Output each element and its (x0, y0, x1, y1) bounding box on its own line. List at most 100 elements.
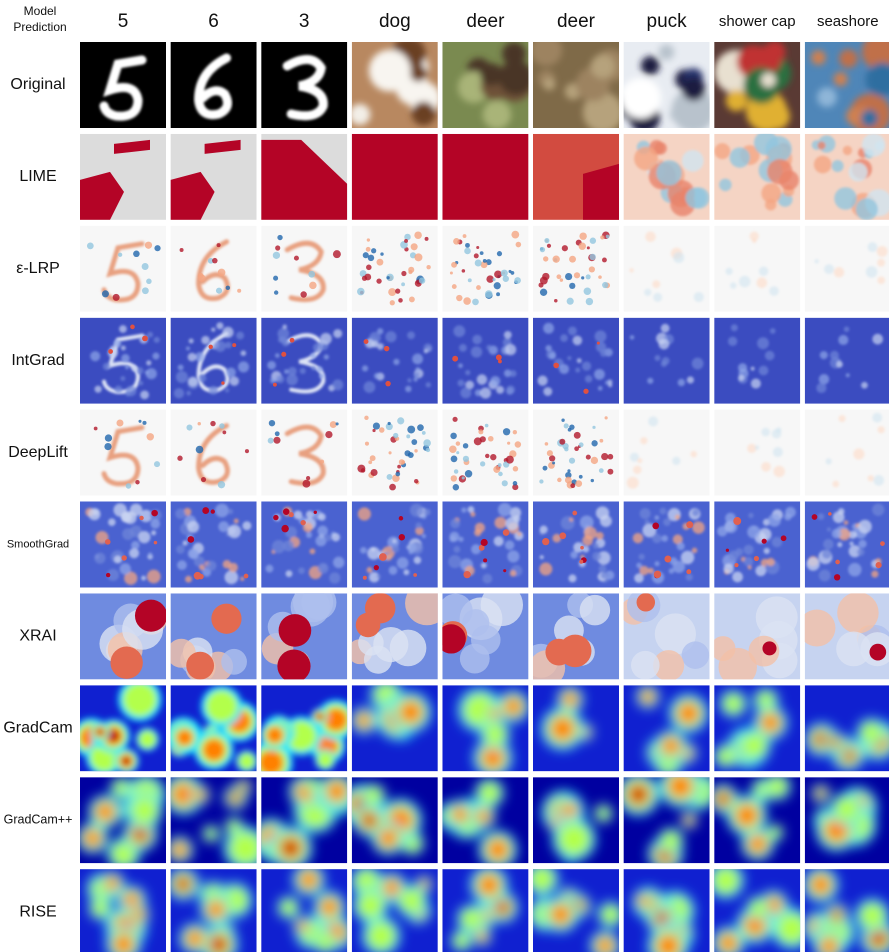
image-cell (351, 501, 438, 588)
row-label: GradCam (3, 720, 72, 737)
image-cell (442, 317, 529, 404)
image-cell (170, 317, 257, 404)
row-label: ε-LRP (16, 260, 60, 277)
image-cell (623, 685, 710, 772)
image-cell (804, 685, 889, 772)
column-header: dog (379, 11, 411, 32)
image-cell (442, 225, 529, 312)
image-cell (804, 409, 889, 496)
image-cell (170, 42, 257, 128)
image-cell (623, 501, 710, 588)
image-cell (261, 777, 348, 864)
image-cell (80, 501, 166, 588)
image-cell (623, 42, 710, 128)
image-cell (533, 409, 619, 496)
image-cell (261, 133, 348, 220)
image-cell (170, 409, 257, 496)
image-cell (442, 685, 529, 772)
image-cell (804, 133, 889, 220)
image-cell (533, 777, 619, 864)
image-cell (714, 42, 801, 128)
image-cell (623, 869, 710, 952)
image-cell (442, 777, 529, 864)
image-cell (533, 869, 619, 952)
image-cell (80, 777, 166, 864)
image-cell (170, 869, 257, 952)
image-cell (623, 133, 710, 220)
image-cell (533, 225, 619, 312)
image-cell (442, 133, 529, 220)
column-header: deer (466, 11, 505, 32)
image-cell (714, 685, 801, 772)
image-cell (80, 133, 166, 220)
image-cell (351, 225, 438, 312)
image-cell (442, 42, 529, 128)
image-cell (533, 133, 619, 220)
image-cell (261, 317, 348, 404)
image-cell (533, 685, 619, 772)
image-cell (261, 42, 348, 128)
image-cell (714, 225, 801, 312)
image-cell (351, 777, 438, 864)
image-cell (80, 685, 166, 772)
image-cell (170, 225, 257, 312)
column-header: puck (647, 11, 688, 32)
corner-label: Model (24, 4, 57, 18)
image-cell (804, 317, 889, 404)
image-cell (80, 42, 166, 128)
column-header: 5 (118, 11, 129, 32)
row-label: DeepLift (8, 444, 68, 461)
image-cell (170, 501, 257, 588)
image-cell (351, 409, 438, 496)
row-label: SmoothGrad (7, 538, 69, 550)
image-cell (804, 225, 889, 312)
column-header: seashore (817, 13, 879, 30)
image-cell (261, 685, 348, 772)
image-cell (261, 225, 348, 312)
image-cell (80, 593, 166, 680)
image-cell (623, 225, 710, 312)
image-cell (804, 869, 889, 952)
row-label: IntGrad (11, 352, 64, 369)
corner-label: Prediction (13, 20, 66, 34)
row-label: LIME (19, 168, 56, 185)
column-header: deer (557, 11, 596, 32)
row-label: XRAI (19, 628, 56, 645)
image-cell (623, 317, 710, 404)
image-cell (261, 593, 348, 680)
image-cell (714, 869, 801, 952)
image-cell (261, 409, 348, 496)
image-cell (533, 42, 619, 128)
column-header: 6 (208, 11, 219, 32)
image-cell (170, 133, 257, 220)
image-cell (351, 317, 438, 404)
image-cell (351, 133, 438, 220)
image-cell (714, 409, 801, 496)
image-cell (714, 501, 801, 588)
image-cell (170, 593, 257, 680)
image-cell (714, 133, 801, 220)
image-cell (804, 501, 889, 588)
image-cell (533, 501, 619, 588)
column-header: 3 (299, 11, 310, 32)
image-cell (442, 409, 529, 496)
image-cell (261, 869, 348, 952)
image-cell (714, 317, 801, 404)
image-cell (442, 869, 529, 952)
image-cell (80, 409, 166, 496)
image-cell (351, 593, 438, 680)
image-cell (351, 42, 438, 128)
image-cell (623, 409, 710, 496)
image-cell (170, 777, 257, 864)
row-label: Original (10, 76, 65, 93)
column-header: shower cap (719, 13, 796, 30)
row-label: GradCam++ (4, 812, 73, 826)
image-cell (623, 777, 710, 864)
image-cell (351, 685, 438, 772)
image-cell (714, 777, 801, 864)
image-cell (351, 869, 438, 952)
image-cell (623, 593, 710, 680)
image-cell (80, 869, 166, 952)
image-cell (261, 501, 348, 588)
